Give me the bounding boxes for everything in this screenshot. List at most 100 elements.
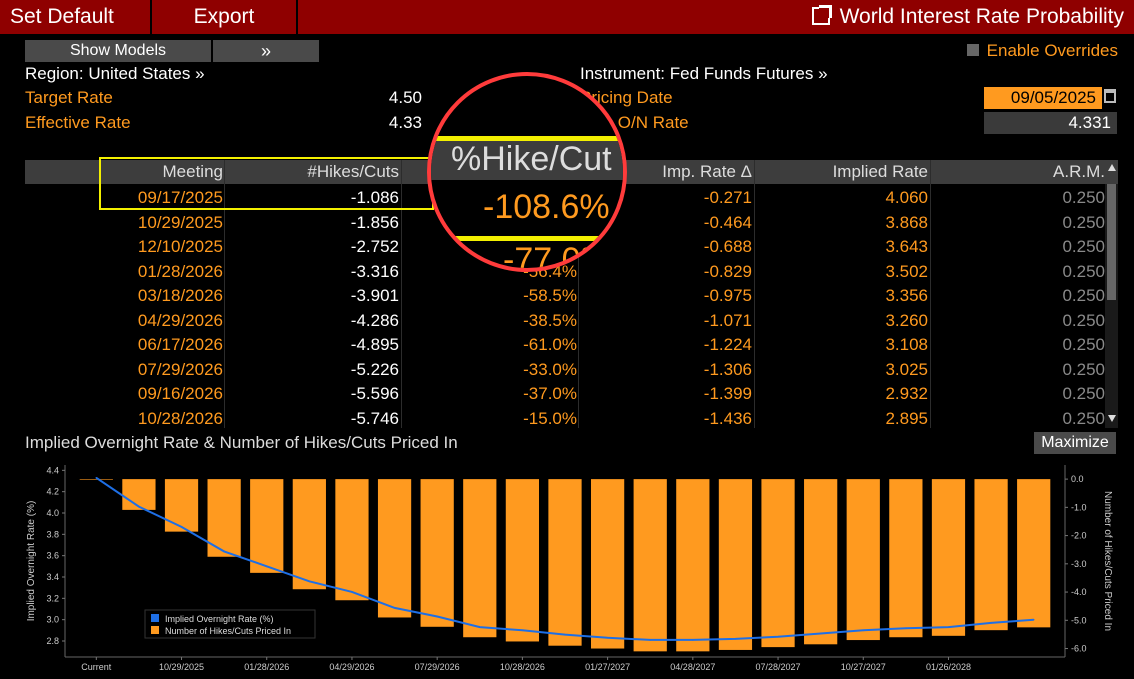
- cell-implied: 3.868: [885, 212, 928, 232]
- x-tick-label: 10/29/2025: [159, 662, 204, 672]
- col-meeting[interactable]: Meeting: [162, 162, 223, 181]
- window-title: World Interest Rate Probability: [811, 0, 1124, 34]
- rate-point: [947, 626, 950, 628]
- col-implied-rate[interactable]: Implied Rate: [832, 162, 928, 181]
- cell-arm: 0.250: [1062, 188, 1105, 207]
- bar: [79, 479, 113, 480]
- bar: [463, 479, 497, 638]
- rate-point: [819, 632, 822, 635]
- y2-tick-label: -3.0: [1071, 559, 1087, 569]
- external-link-icon[interactable]: [811, 5, 832, 25]
- rate-point: [308, 580, 311, 583]
- table-row[interactable]: 03/18/2026 -3.901 -58.5% -0.975 3.356 0.250: [25, 284, 1105, 309]
- bar: [761, 479, 795, 648]
- bar: [207, 479, 241, 557]
- cell-hikes: -3.316: [350, 261, 399, 281]
- cell-meeting: 01/28/2026: [137, 261, 223, 281]
- y-tick-label: 3.2: [46, 593, 59, 603]
- bar: [122, 479, 156, 510]
- bar: [335, 479, 369, 601]
- y2-tick-label: -6.0: [1071, 644, 1087, 654]
- cell-meeting: 03/18/2026: [137, 286, 223, 305]
- cell-pct: -38.5%: [523, 310, 577, 330]
- cell-arm: 0.250: [1062, 408, 1105, 428]
- table-row[interactable]: 04/29/2026 -4.286 -38.5% -1.071 3.260 0.250: [25, 309, 1105, 334]
- col-arm[interactable]: A.R.M.: [1053, 162, 1105, 181]
- scrollbar-thumb[interactable]: [1107, 184, 1116, 300]
- maximize-button[interactable]: Maximize: [1034, 432, 1116, 454]
- table-scrollbar[interactable]: [1105, 184, 1118, 428]
- magnifier-highlight-line: [431, 236, 623, 241]
- chart-title: Implied Overnight Rate & Number of Hikes…: [25, 433, 458, 452]
- y-tick-label: 3.0: [46, 615, 59, 625]
- x-tick-label: 01/27/2027: [585, 662, 630, 672]
- set-default-button[interactable]: Set Default: [0, 0, 152, 34]
- x-tick-label: 10/28/2026: [500, 662, 545, 672]
- y2-tick-label: -2.0: [1071, 531, 1087, 541]
- region-selector[interactable]: Region: United States »: [25, 64, 205, 83]
- y-axis-title: Implied Overnight Rate (%): [26, 501, 37, 622]
- rate-point: [521, 629, 524, 632]
- effective-rate-label: Effective Rate: [25, 113, 131, 132]
- cell-arm: 0.250: [1062, 212, 1105, 232]
- expand-button[interactable]: »: [213, 40, 319, 62]
- rate-point: [436, 615, 438, 618]
- magnifier-value-2: -77.0%: [503, 241, 611, 272]
- target-rate-value: 4.50: [388, 88, 422, 107]
- col-hikes-cuts[interactable]: #Hikes/Cuts: [307, 162, 399, 181]
- table-row[interactable]: 09/16/2026 -5.596 -37.0% -1.399 2.932 0.250: [25, 382, 1105, 407]
- table-row[interactable]: 10/28/2026 -5.746 -15.0% -1.436 2.895 0.250: [25, 407, 1105, 432]
- cell-hikes: -3.901: [350, 286, 399, 305]
- scroll-up-icon[interactable]: [1108, 164, 1116, 171]
- cell-implied: 3.356: [885, 286, 928, 305]
- bar: [974, 479, 1008, 631]
- pricing-date-input[interactable]: 09/05/2025: [984, 87, 1102, 109]
- cell-hikes: -4.286: [350, 310, 399, 330]
- cell-implied: 2.932: [885, 384, 928, 403]
- rate-point: [564, 633, 566, 636]
- bar: [889, 479, 923, 638]
- cell-pct: -37.0%: [523, 384, 577, 403]
- imp-on-rate-field[interactable]: 4.331: [984, 112, 1117, 134]
- col-imp-rate-delta[interactable]: Imp. Rate Δ: [662, 162, 752, 181]
- bar: [505, 479, 540, 642]
- cell-hikes: -1.086: [350, 188, 399, 207]
- enable-overrides-toggle[interactable]: Enable Overrides: [966, 41, 1118, 61]
- magnifier-header-band: [431, 136, 623, 180]
- x-tick-label: 01/28/2026: [244, 662, 289, 672]
- x-tick-label: 07/29/2026: [415, 662, 460, 672]
- y-tick-label: 2.8: [46, 636, 59, 646]
- instrument-selector[interactable]: Instrument: Fed Funds Futures »: [580, 64, 828, 83]
- cell-meeting: 07/29/2026: [137, 359, 223, 379]
- cell-imp_delta: -1.306: [703, 359, 752, 379]
- bar: [377, 479, 412, 618]
- calendar-icon[interactable]: [1104, 89, 1116, 103]
- table-row[interactable]: 07/29/2026 -5.226 -33.0% -1.306 3.025 0.250: [25, 358, 1105, 383]
- checkbox-icon[interactable]: [966, 44, 979, 56]
- top-toolbar: Set Default Export World Interest Rate P…: [0, 0, 1134, 34]
- cell-hikes: -5.226: [350, 359, 399, 379]
- magnifier-value-1: -108.6%: [483, 188, 610, 226]
- x-tick-label: Current: [81, 662, 112, 672]
- cell-meeting: 10/28/2026: [137, 408, 223, 428]
- enable-overrides-label: Enable Overrides: [986, 41, 1118, 60]
- export-button[interactable]: Export: [152, 0, 298, 34]
- cell-implied: 3.260: [885, 310, 928, 330]
- y-tick-label: 3.4: [46, 572, 59, 582]
- show-models-button[interactable]: Show Models: [25, 40, 211, 62]
- y-tick-label: 3.8: [46, 529, 59, 539]
- cell-hikes: -5.746: [350, 408, 399, 428]
- table-row[interactable]: 06/17/2026 -4.895 -61.0% -1.224 3.108 0.250: [25, 333, 1105, 358]
- y-tick-label: 4.4: [46, 465, 59, 475]
- legend-swatch-line: [151, 614, 159, 622]
- bar: [1017, 479, 1051, 628]
- cell-imp_delta: -1.399: [703, 384, 752, 403]
- cell-arm: 0.250: [1062, 261, 1105, 281]
- cell-meeting: 10/29/2025: [137, 212, 223, 232]
- cell-imp_delta: -0.829: [703, 261, 752, 281]
- cell-imp_delta: -0.464: [703, 212, 752, 232]
- scroll-down-icon[interactable]: [1108, 415, 1116, 422]
